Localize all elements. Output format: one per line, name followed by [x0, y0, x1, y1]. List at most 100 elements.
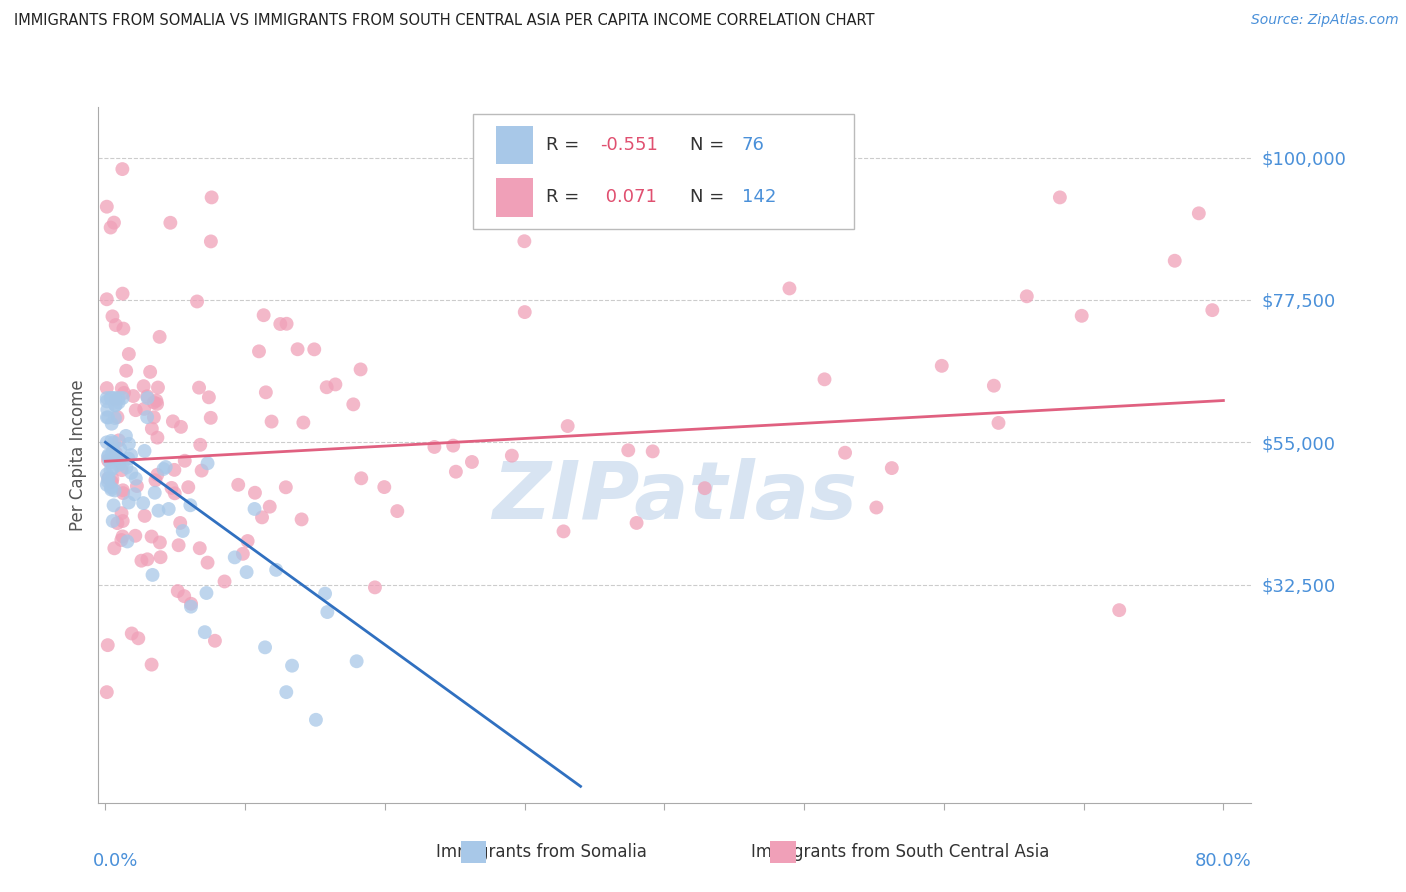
Point [169, 516, 191, 530]
Point [118, 495, 141, 509]
Point [96, 410, 118, 425]
Point [315, 380, 337, 394]
Point [141, 422, 163, 436]
Point [146, 431, 169, 445]
Point [254, 640, 277, 655]
Point [987, 416, 1010, 430]
Point [513, 234, 536, 248]
Point [104, 398, 127, 412]
Point [247, 344, 270, 359]
Point [444, 465, 467, 479]
Point [111, 381, 134, 395]
Point [641, 444, 664, 458]
Point [276, 685, 298, 699]
Point [291, 512, 314, 526]
Point [117, 451, 139, 466]
Point [97, 410, 120, 425]
Text: -0.551: -0.551 [600, 136, 658, 154]
Point [97, 448, 120, 462]
Point [127, 632, 149, 646]
Point [316, 605, 339, 619]
Point [931, 359, 953, 373]
Point [253, 308, 276, 322]
Point [387, 504, 409, 518]
Point [136, 552, 159, 566]
Point [136, 391, 159, 405]
Point [100, 480, 122, 494]
Point [350, 471, 373, 485]
Point [121, 626, 143, 640]
Point [96, 477, 118, 491]
Point [159, 216, 181, 230]
Point [179, 498, 201, 512]
Point [96, 391, 118, 405]
Point [163, 486, 186, 500]
Point [157, 502, 180, 516]
Point [96, 402, 118, 417]
Point [118, 437, 141, 451]
Text: R =: R = [546, 188, 585, 206]
Point [142, 410, 165, 425]
Point [125, 472, 148, 486]
Point [287, 343, 309, 357]
Point [813, 372, 835, 386]
Point [305, 713, 328, 727]
Point [101, 443, 124, 458]
Point [1201, 303, 1223, 318]
Point [149, 330, 172, 344]
Point [142, 395, 165, 409]
Point [155, 460, 177, 475]
Point [96, 435, 118, 450]
Point [132, 379, 155, 393]
Point [172, 524, 194, 538]
Point [124, 487, 146, 501]
Point [693, 481, 716, 495]
Point [134, 508, 156, 523]
Point [141, 530, 163, 544]
Point [111, 514, 134, 528]
Point [292, 416, 315, 430]
Point [180, 597, 202, 611]
Point [1188, 206, 1211, 220]
Point [243, 502, 266, 516]
Point [236, 534, 259, 549]
Point [97, 471, 120, 485]
Point [1108, 603, 1130, 617]
Point [96, 394, 118, 409]
Point [553, 524, 575, 539]
FancyBboxPatch shape [472, 114, 853, 229]
Text: N =: N = [690, 136, 730, 154]
Text: 0.0%: 0.0% [93, 852, 138, 870]
Point [132, 496, 155, 510]
Point [188, 381, 211, 395]
Point [103, 216, 125, 230]
Point [513, 305, 536, 319]
Point [107, 410, 129, 425]
Point [260, 415, 283, 429]
Point [134, 401, 156, 416]
Point [259, 500, 281, 514]
Point [200, 235, 222, 249]
Point [983, 378, 1005, 392]
Point [97, 471, 120, 485]
Point [104, 483, 127, 498]
Point [167, 538, 190, 552]
Point [97, 453, 120, 467]
Point [1070, 309, 1092, 323]
Point [107, 458, 129, 472]
Point [131, 554, 153, 568]
Point [163, 463, 186, 477]
Point [166, 584, 188, 599]
Point [146, 380, 169, 394]
Point [778, 281, 800, 295]
Point [373, 480, 395, 494]
Point [160, 481, 183, 495]
Point [314, 587, 336, 601]
Point [96, 200, 118, 214]
Point [617, 443, 640, 458]
Point [177, 480, 200, 494]
Point [100, 434, 122, 448]
Y-axis label: Per Capita Income: Per Capita Income [69, 379, 87, 531]
Text: ZIPatlas: ZIPatlas [492, 458, 858, 536]
Point [96, 685, 118, 699]
